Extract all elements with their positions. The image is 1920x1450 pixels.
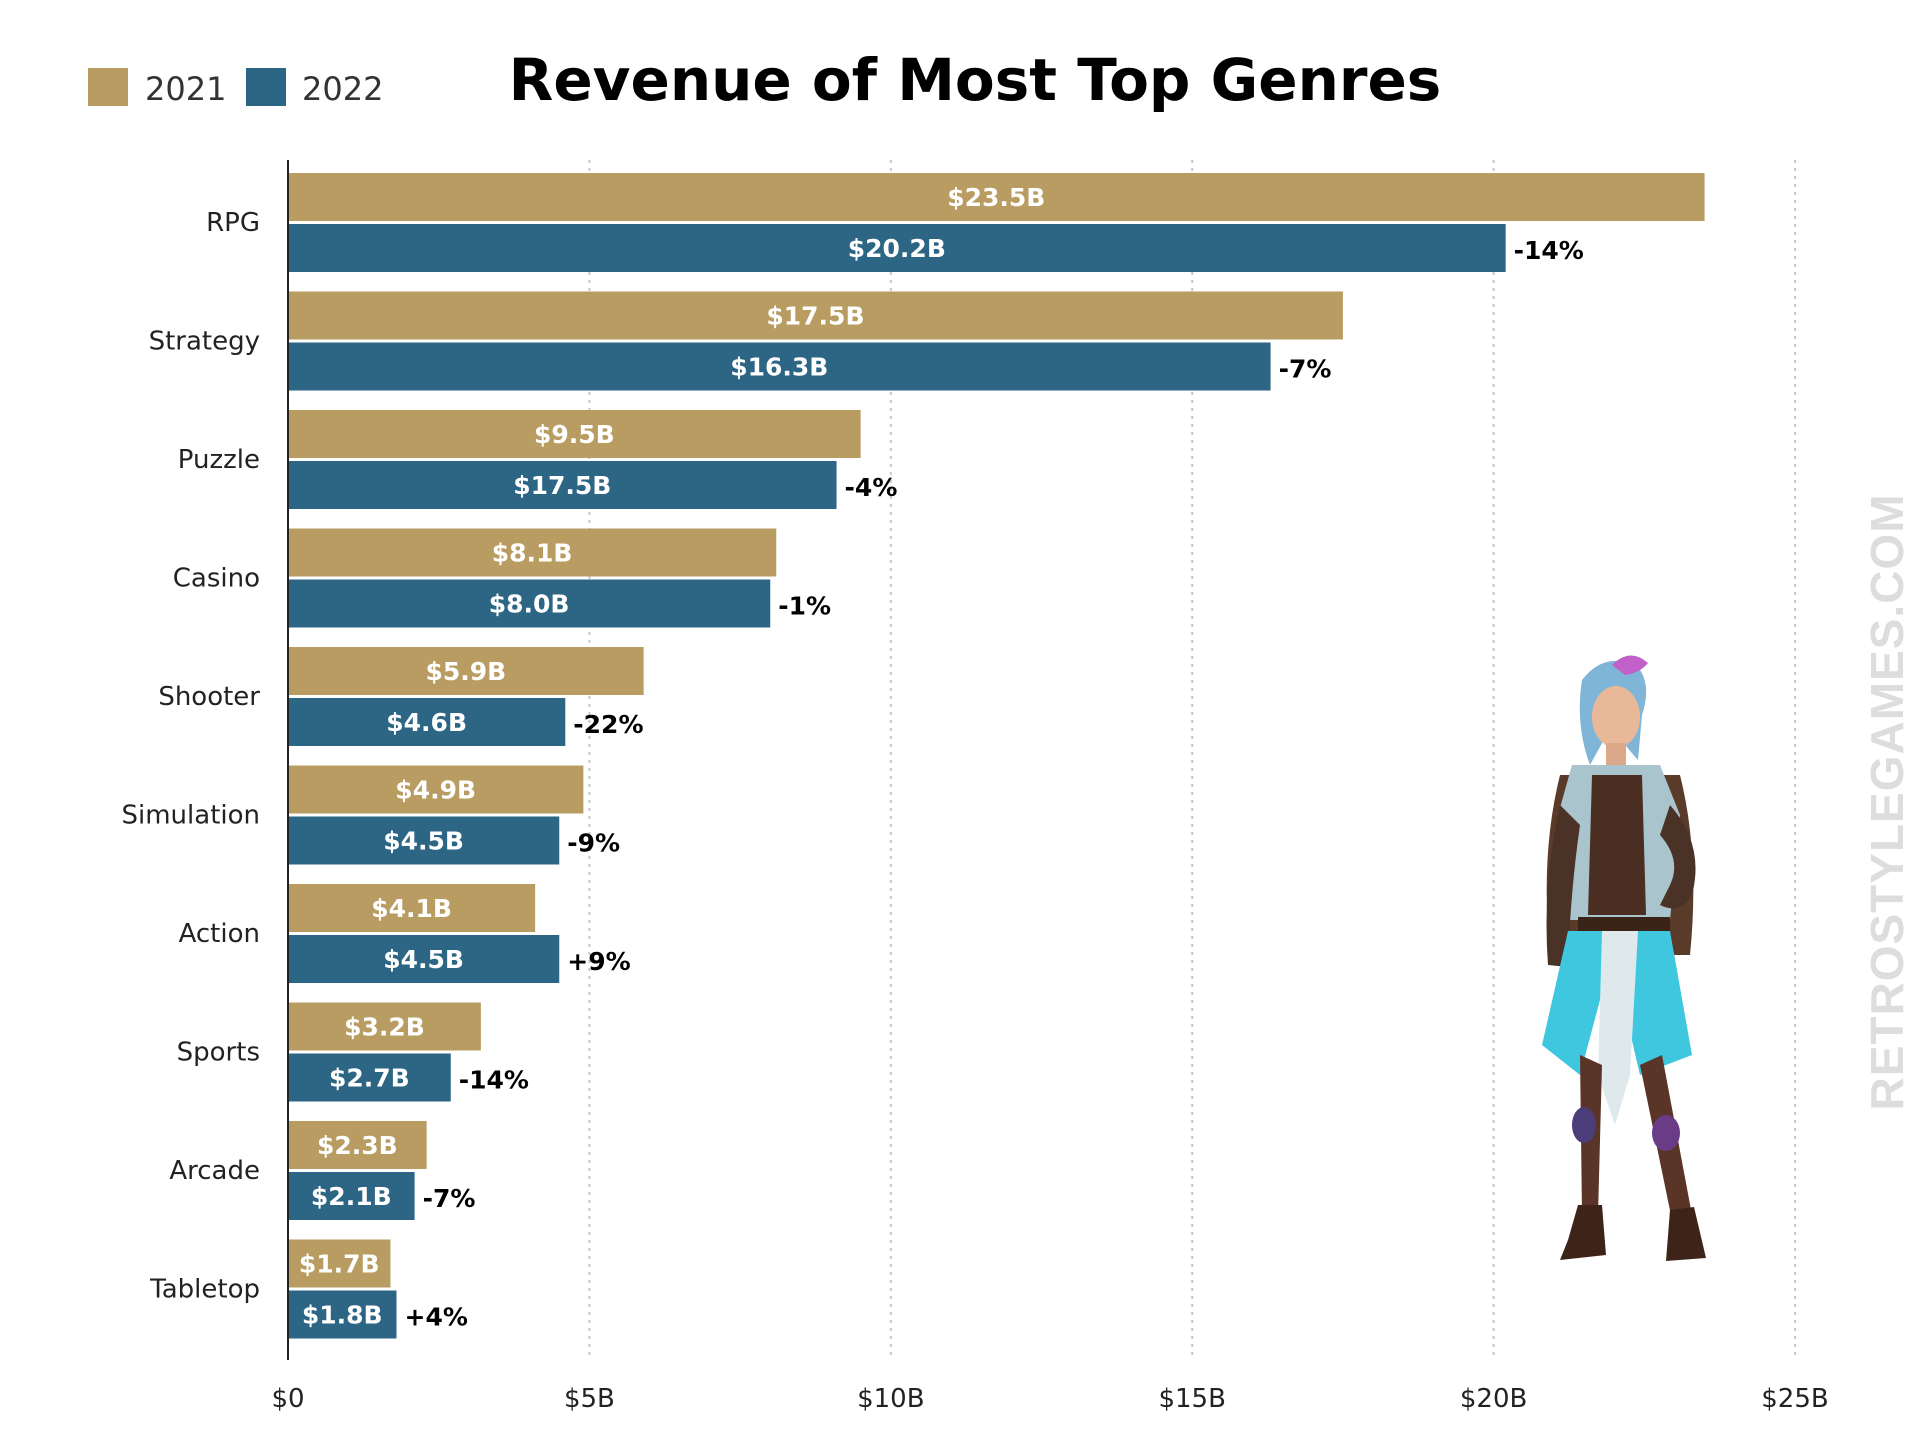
category-label: Tabletop xyxy=(149,1275,260,1305)
change-label: -9% xyxy=(567,829,620,858)
bar-2022-strategy xyxy=(288,342,1271,391)
bar-2021-rpg xyxy=(288,173,1705,221)
bar-2021-arcade xyxy=(288,1121,427,1169)
value-label-2021: $4.1B xyxy=(371,894,452,923)
bar-2021-puzzle xyxy=(288,410,861,458)
bars xyxy=(288,173,1705,1339)
change-label: -22% xyxy=(573,710,643,739)
value-label-2022: $17.5B xyxy=(513,471,611,500)
watermark-text: RETROSTYLEGAMES.COM xyxy=(1861,493,1913,1110)
bar-2022-shooter xyxy=(288,698,566,746)
bar-2021-simulation xyxy=(288,765,584,814)
category-label: RPG xyxy=(206,208,260,238)
bar-2021-shooter xyxy=(288,647,644,695)
bar-2022-casino xyxy=(288,579,771,628)
value-label-2021: $1.7B xyxy=(299,1250,380,1279)
value-label-2022: $4.5B xyxy=(383,945,464,974)
category-label: Action xyxy=(179,919,260,949)
change-label: -4% xyxy=(845,473,898,502)
value-label-2022: $20.2B xyxy=(848,234,946,263)
change-label: -14% xyxy=(459,1066,529,1095)
legend-label-2022: 2022 xyxy=(302,70,383,108)
change-label: -1% xyxy=(778,592,831,621)
value-label-2022: $4.6B xyxy=(386,708,467,737)
value-label-2021: $2.3B xyxy=(317,1131,398,1160)
bar-2022-puzzle xyxy=(288,461,837,509)
bar-2021-sports xyxy=(288,1002,481,1051)
value-label-2022: $2.7B xyxy=(329,1064,410,1093)
value-label-2021: $9.5B xyxy=(534,420,615,449)
x-tick-label: $20B xyxy=(1460,1384,1527,1414)
category-label: Arcade xyxy=(169,1156,260,1186)
x-tick-label: $10B xyxy=(857,1384,924,1414)
bar-labels: $23.5B$20.2B -14% $17.5B $16.3B -7% $9.5B $17.… xyxy=(299,183,1584,1332)
character-illustration xyxy=(1542,655,1706,1261)
legend-label-2021: 2021 xyxy=(145,70,226,108)
value-label-2022: $4.5B xyxy=(383,827,464,856)
x-tick-label: $25B xyxy=(1761,1384,1828,1414)
legend-swatch-2021 xyxy=(88,68,128,106)
value-label-2021: $17.5B xyxy=(766,302,864,331)
bar-2022-tabletop xyxy=(288,1290,397,1339)
legend: 2021 2022 xyxy=(88,68,383,108)
value-label-2022: $1.8B xyxy=(302,1301,383,1330)
category-label: Sports xyxy=(177,1038,260,1068)
category-labels: RPG Strategy Puzzle Casino Shooter Simulation… xyxy=(122,208,261,1305)
value-label-2021: $4.9B xyxy=(395,776,476,805)
category-label: Puzzle xyxy=(178,445,260,475)
bar-2022-arcade xyxy=(288,1172,415,1220)
value-label-2021: $23.5B xyxy=(947,183,1045,212)
change-label: +4% xyxy=(405,1303,468,1332)
change-label: +9% xyxy=(567,947,630,976)
bar-2021-strategy xyxy=(288,291,1343,340)
category-label: Shooter xyxy=(158,682,260,712)
value-label-2022: $2.1B xyxy=(311,1182,392,1211)
bar-2022-sports xyxy=(288,1053,451,1102)
value-label-2022: $16.3B xyxy=(730,353,828,382)
bar-2022-action xyxy=(288,935,560,983)
legend-swatch-2022 xyxy=(246,68,286,106)
bar-2021-casino xyxy=(288,528,777,577)
bar-2022-rpg xyxy=(288,224,1506,272)
bar-2022-simulation xyxy=(288,816,560,865)
category-label: Strategy xyxy=(149,327,260,357)
chart-title: Revenue of Most Top Genres xyxy=(509,46,1442,114)
value-label-2021: $5.9B xyxy=(425,657,506,686)
change-label: -14% xyxy=(1514,236,1584,265)
category-label: Casino xyxy=(173,564,260,594)
x-axis: $0 $5B $10B $15B $20B $25B xyxy=(271,160,1829,1414)
change-label: -7% xyxy=(423,1184,476,1213)
x-tick-label: $0 xyxy=(271,1384,304,1414)
category-label: Simulation xyxy=(122,801,261,831)
bar-2021-action xyxy=(288,884,536,932)
value-label-2022: $8.0B xyxy=(489,590,570,619)
value-label-2021: $8.1B xyxy=(492,539,573,568)
x-tick-label: $15B xyxy=(1158,1384,1225,1414)
bar-2021-tabletop xyxy=(288,1239,391,1288)
x-tick-label: $5B xyxy=(564,1384,615,1414)
change-label: -7% xyxy=(1279,355,1332,384)
value-label-2021: $3.2B xyxy=(344,1013,425,1042)
